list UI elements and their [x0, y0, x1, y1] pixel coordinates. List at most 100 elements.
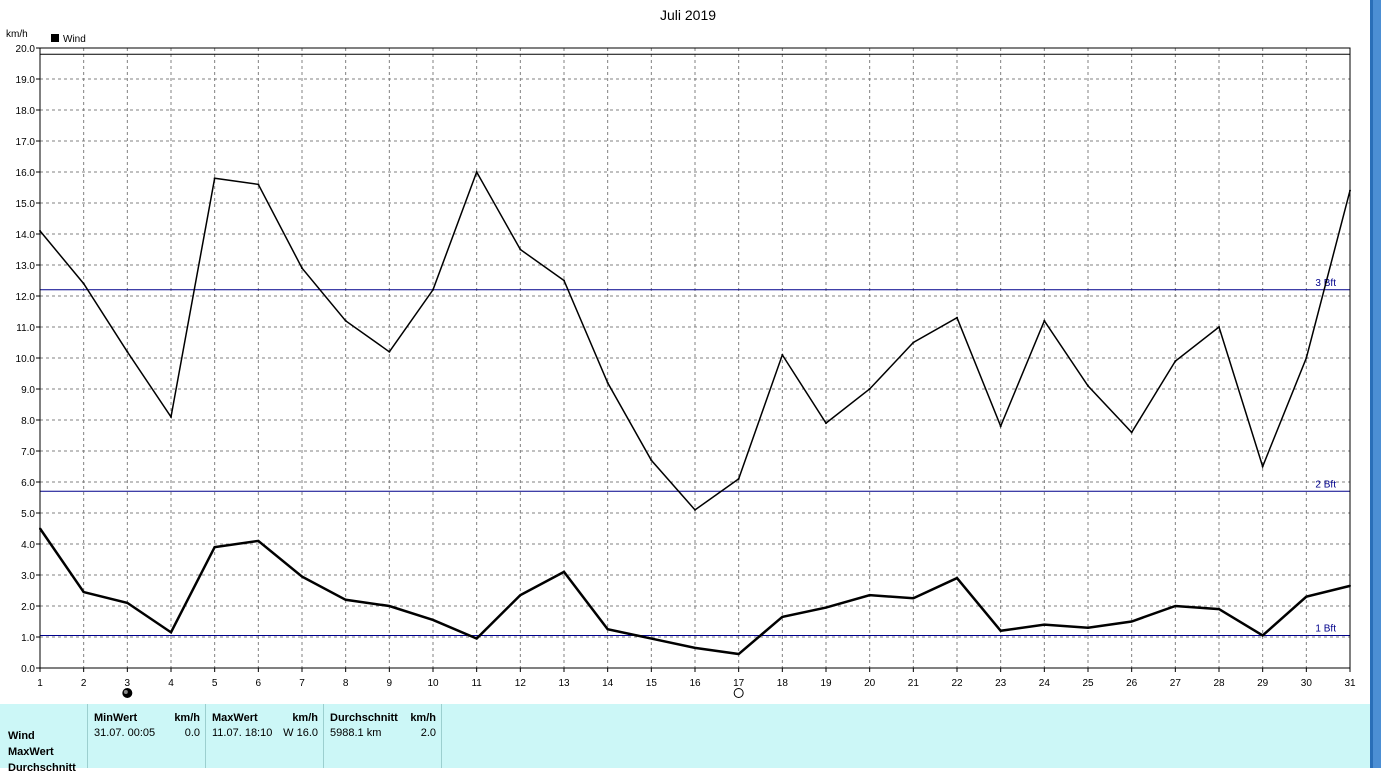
- x-tick-label: 25: [1082, 678, 1094, 689]
- data-point-maxwert: [1218, 326, 1220, 328]
- data-point-maxwert: [519, 248, 522, 251]
- x-tick-label: 6: [256, 678, 262, 689]
- data-point-maxwert: [825, 422, 827, 425]
- data-point-durchschnitt: [999, 629, 1002, 632]
- data-point-maxwert: [1174, 360, 1177, 363]
- stats-column-maxwert: MaxWert km/h 11.07. 18:10 W 16.0: [205, 704, 324, 768]
- x-tick-label: 4: [168, 678, 174, 689]
- x-tick-label: 22: [951, 678, 963, 689]
- x-tick-label: 7: [299, 678, 305, 689]
- stats-column-minwert: MinWert km/h 31.07. 00:05 0.0: [87, 704, 206, 768]
- stats-row-label-maxwert: MaxWert: [8, 746, 54, 758]
- data-point-maxwert: [257, 183, 260, 186]
- stats-divider: [441, 704, 442, 768]
- x-tick-label: 9: [387, 678, 393, 689]
- x-tick-label: 17: [733, 678, 745, 689]
- data-point-maxwert: [999, 425, 1002, 428]
- data-point-durchschnitt: [694, 646, 696, 649]
- x-axis-ticks: 1 2 3 4 5 6 7 8 9 10 11 12 13 14 15 16 17 18 19 20 21 22 23 24 2…: [37, 668, 1356, 689]
- data-point-durchschnitt: [1043, 623, 1046, 626]
- data-point-maxwert: [1130, 431, 1133, 434]
- data-point-maxwert: [1043, 319, 1046, 322]
- stats-unit-minwert: km/h: [174, 712, 200, 724]
- y-tick-label: 10.0: [16, 354, 36, 365]
- data-point-durchschnitt: [519, 594, 522, 597]
- data-point-maxwert: [868, 388, 871, 390]
- data-point-maxwert: [912, 341, 915, 344]
- stats-time-minwert: 31.07. 00:05: [94, 727, 156, 739]
- data-point-maxwert: [82, 282, 85, 285]
- y-tick-label: 5.0: [21, 509, 35, 520]
- series: [38, 170, 1351, 656]
- data-point-durchschnitt: [1218, 608, 1220, 611]
- stats-header-durchschnitt: Durchschnitt: [330, 712, 398, 724]
- y-tick-label: 11.0: [16, 323, 35, 334]
- data-point-durchschnitt: [650, 637, 653, 640]
- y-tick-label: 1.0: [21, 633, 35, 644]
- reference-line-label: 2 Bft: [1315, 479, 1336, 490]
- x-tick-label: 11: [471, 678, 482, 689]
- full-moon-icon: [733, 688, 744, 698]
- y-tick-label: 3.0: [21, 571, 35, 582]
- x-tick-label: 16: [689, 678, 701, 689]
- data-point-durchschnitt: [1130, 620, 1133, 623]
- y-tick-label: 16.0: [16, 168, 36, 179]
- data-point-durchschnitt: [912, 597, 915, 600]
- y-axis-label: km/h: [6, 29, 28, 40]
- y-tick-label: 13.0: [16, 261, 36, 272]
- stats-row-label-wind: Wind: [8, 730, 35, 742]
- data-point-maxwert: [213, 177, 216, 180]
- new-moon-highlight-icon: [123, 690, 128, 694]
- x-tick-label: 28: [1213, 678, 1225, 689]
- x-tick-label: 8: [343, 678, 349, 689]
- y-tick-label: 8.0: [21, 416, 35, 427]
- data-point-durchschnitt: [432, 618, 434, 621]
- data-point-durchschnitt: [82, 591, 85, 594]
- x-tick-label: 20: [864, 678, 876, 689]
- data-point-durchschnitt: [388, 605, 391, 607]
- x-tick-label: 26: [1126, 678, 1138, 689]
- data-point-maxwert: [126, 350, 129, 353]
- data-point-maxwert: [694, 508, 696, 511]
- stats-row-labels: Wind MaxWert Durchschnitt: [8, 728, 76, 776]
- y-tick-label: 7.0: [21, 447, 35, 458]
- legend-label: Wind: [63, 34, 86, 45]
- data-point-durchschnitt: [257, 539, 260, 542]
- x-tick-label: 19: [820, 678, 832, 689]
- data-point-durchschnitt: [126, 601, 129, 604]
- x-tick-label: 30: [1301, 678, 1313, 689]
- data-point-durchschnitt: [1087, 626, 1089, 629]
- y-tick-label: 6.0: [21, 478, 35, 489]
- x-tick-label: 24: [1039, 678, 1051, 689]
- y-tick-label: 17.0: [16, 137, 36, 148]
- data-point-durchschnitt: [475, 637, 478, 640]
- legend-swatch: [51, 34, 59, 42]
- data-point-durchschnitt: [1305, 595, 1308, 598]
- data-point-maxwert: [606, 381, 609, 384]
- x-tick-label: 12: [515, 678, 527, 689]
- y-tick-label: 2.0: [21, 602, 35, 613]
- data-point-durchschnitt: [868, 594, 871, 597]
- data-point-maxwert: [1261, 465, 1264, 468]
- data-point-durchschnitt: [737, 653, 740, 656]
- legend: Wind: [51, 34, 86, 45]
- data-point-maxwert: [781, 353, 784, 356]
- data-point-maxwert: [737, 477, 740, 480]
- x-tick-label: 2: [81, 678, 87, 689]
- x-tick-label: 27: [1170, 678, 1182, 689]
- data-point-durchschnitt: [344, 598, 347, 601]
- x-tick-label: 10: [427, 678, 439, 689]
- grid: [40, 48, 1350, 668]
- stats-row-label-durchschnitt: Durchschnitt: [8, 762, 76, 774]
- x-tick-label: 5: [212, 678, 218, 689]
- stats-header-maxwert: MaxWert: [212, 712, 258, 724]
- stats-value-minwert: 0.0: [184, 727, 200, 739]
- data-point-maxwert: [432, 288, 434, 291]
- reference-line-label: 1 Bft: [1315, 623, 1336, 634]
- data-point-maxwert: [301, 267, 303, 270]
- data-point-durchschnitt: [563, 570, 565, 573]
- data-point-durchschnitt: [956, 577, 958, 580]
- data-point-durchschnitt: [1261, 634, 1264, 637]
